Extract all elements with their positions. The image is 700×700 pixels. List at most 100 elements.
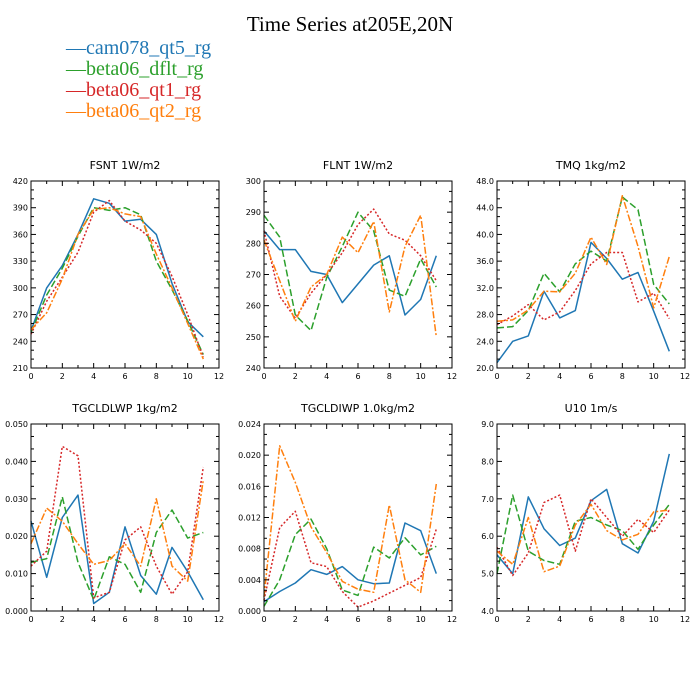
x-tick-label: 2 (526, 372, 531, 381)
series-line (496, 494, 670, 577)
x-tick-label: 2 (60, 372, 65, 381)
legend-label: beta06_qt2_rg (86, 100, 202, 122)
legend-label: beta06_qt1_rg (86, 79, 202, 101)
panel-title: TGCLDLWP 1kg/m2 (71, 402, 177, 415)
y-tick-label: 4.0 (481, 607, 494, 616)
y-tick-label: 0.050 (5, 420, 28, 429)
x-tick-label: 2 (293, 615, 298, 624)
series-line (30, 479, 205, 582)
y-tick-label: 0.030 (5, 495, 28, 504)
x-tick-label: 8 (620, 372, 625, 381)
x-tick-label: 0 (28, 372, 33, 381)
x-tick-label: 12 (680, 372, 690, 381)
series-line (496, 494, 670, 574)
x-tick-label: 10 (183, 615, 193, 624)
x-tick-label: 2 (293, 372, 298, 381)
y-tick-label: 330 (13, 257, 28, 266)
x-tick-label: 8 (154, 615, 159, 624)
y-tick-label: 390 (13, 204, 28, 213)
x-tick-label: 6 (588, 615, 593, 624)
series-line (263, 518, 437, 607)
series-line (263, 445, 438, 598)
panel-title: FLNT 1W/m2 (323, 159, 393, 172)
y-tick-label: 6.0 (481, 532, 494, 541)
x-tick-label: 0 (261, 615, 266, 624)
x-tick-label: 0 (494, 372, 499, 381)
y-tick-label: 360 (13, 230, 28, 239)
series-line (30, 206, 204, 355)
plot-frame (30, 423, 220, 612)
series-line (30, 198, 204, 338)
x-tick-label: 0 (28, 615, 33, 624)
y-tick-label: 0.000 (5, 607, 28, 616)
y-tick-label: 0.016 (238, 482, 261, 491)
y-tick-label: 28.0 (476, 311, 494, 320)
x-tick-label: 10 (649, 615, 659, 624)
y-tick-label: 44.0 (476, 204, 494, 213)
x-tick-label: 4 (557, 615, 562, 624)
panel-title: U10 1m/s (565, 402, 618, 415)
y-tick-label: 210 (13, 364, 28, 373)
legend-swatch: — (66, 58, 86, 80)
x-tick-label: 10 (416, 372, 426, 381)
x-tick-label: 8 (387, 615, 392, 624)
x-tick-label: 6 (355, 372, 360, 381)
x-tick-label: 10 (416, 615, 426, 624)
x-tick-label: 12 (214, 372, 224, 381)
series-line (30, 496, 204, 601)
y-tick-label: 0.040 (5, 457, 28, 466)
chart-panel: TGCLDLWP 1kg/m2 0 2 4 6 8 10 12 0.000 0.010 0.020 0… (5, 402, 224, 624)
series-line (263, 230, 438, 316)
x-tick-label: 6 (122, 372, 127, 381)
page-title: Time Series at205E,20N (246, 12, 454, 36)
x-tick-label: 12 (447, 615, 457, 624)
y-tick-label: 240 (246, 364, 261, 373)
y-tick-label: 40.0 (476, 230, 494, 239)
y-tick-label: 270 (13, 311, 28, 320)
legend-label: cam078_qt5_rg (86, 37, 212, 59)
y-tick-label: 240 (13, 337, 28, 346)
x-tick-label: 12 (680, 615, 690, 624)
legend-item: —beta06_qt1_rg (66, 80, 211, 101)
y-tick-label: 0.020 (5, 532, 28, 541)
y-tick-label: 24.0 (476, 337, 494, 346)
legend-swatch: — (66, 79, 86, 101)
y-tick-label: 270 (246, 271, 261, 280)
y-tick-label: 32.0 (476, 284, 494, 293)
panel-title: TGCLDIWP 1.0kg/m2 (300, 402, 415, 415)
x-tick-label: 6 (355, 615, 360, 624)
y-tick-label: 36.0 (476, 257, 494, 266)
series-line (496, 196, 670, 329)
legend: —cam078_qt5_rg —beta06_dflt_rg —beta06_q… (66, 38, 211, 122)
y-tick-label: 280 (246, 239, 261, 248)
x-tick-label: 8 (154, 372, 159, 381)
y-tick-label: 300 (13, 284, 28, 293)
plot-frame (263, 180, 453, 369)
chart-panel: FLNT 1W/m2 0 2 4 6 8 10 12 240 250 260 270 280 290 300 (246, 159, 457, 381)
chart-panel: FSNT 1W/m2 0 2 4 6 8 10 12 210 240 270 300 330 360 390… (13, 159, 224, 381)
legend-label: beta06_dflt_rg (86, 58, 204, 80)
y-tick-label: 5.0 (481, 570, 494, 579)
x-tick-label: 4 (324, 615, 329, 624)
y-tick-label: 8.0 (481, 457, 494, 466)
x-tick-label: 4 (557, 372, 562, 381)
legend-swatch: — (66, 37, 86, 59)
y-tick-label: 420 (13, 177, 28, 186)
x-tick-label: 12 (447, 372, 457, 381)
x-tick-label: 6 (588, 372, 593, 381)
x-tick-label: 4 (91, 615, 96, 624)
x-tick-label: 6 (122, 615, 127, 624)
y-tick-label: 20.0 (476, 364, 494, 373)
series-line (263, 214, 438, 337)
y-tick-label: 300 (246, 177, 261, 186)
legend-swatch: — (66, 100, 86, 122)
series-line (496, 503, 670, 573)
chart-panel: TGCLDIWP 1.0kg/m2 0 2 4 6 8 10 12 0.000 0.004 0.00… (238, 402, 457, 624)
x-tick-label: 0 (261, 372, 266, 381)
y-tick-label: 0.012 (238, 514, 261, 523)
plot-frame (496, 180, 686, 369)
x-tick-label: 8 (387, 372, 392, 381)
y-tick-label: 7.0 (481, 495, 494, 504)
series-line (263, 510, 438, 608)
